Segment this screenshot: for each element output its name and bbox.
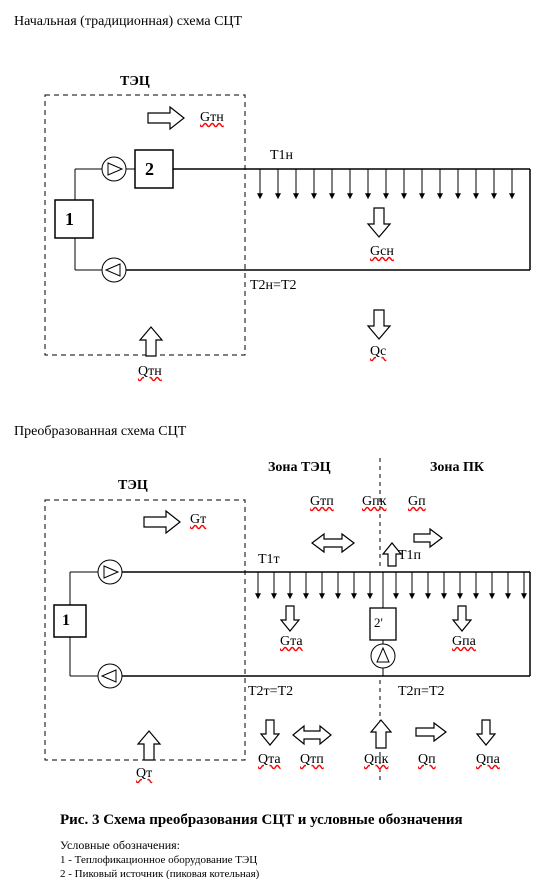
d2-T1p: Т1п (398, 548, 421, 564)
d2-T2pEq: Т2п=Т2 (398, 684, 445, 700)
d2-blk2p-num: 2' (374, 615, 383, 631)
d2-Qt: Qт (136, 766, 152, 782)
d1-block1 (55, 200, 93, 238)
d2-Qpa: Qпа (476, 752, 500, 768)
d1-tec-label: ТЭЦ (120, 74, 150, 90)
d2-arrow-qtp-icon (293, 726, 331, 744)
d1-pump-upper (102, 157, 126, 181)
d1-dash-box (45, 95, 245, 355)
d1-Gcn: Gсн (370, 244, 394, 260)
d2-arrow-gt-icon (144, 511, 180, 533)
d2-load-arrows (258, 572, 524, 598)
caption: Рис. 3 Схема преобразования СЦТ и условн… (60, 812, 463, 829)
d2-Gt: Gт (190, 512, 206, 528)
d2-arrow-qt-icon (138, 731, 160, 760)
d2-Qpk: Qпк (364, 752, 388, 768)
d2-T1t: Т1т (258, 552, 280, 568)
d2-Gp: Gп (408, 494, 426, 510)
d2-arrow-gpa-icon (453, 606, 471, 631)
d1-block2 (135, 150, 173, 188)
d2-Qta: Qта (258, 752, 281, 768)
d1-Qth: Qтн (138, 364, 162, 380)
d2-pump-upper (98, 560, 122, 584)
d2-T2tEq: Т2т=Т2 (248, 684, 293, 700)
d2-block1 (54, 605, 86, 637)
d1-arrow-down-q-icon (368, 310, 390, 339)
d1-load-arrows (260, 169, 512, 198)
d2-arrow-qp-icon (416, 723, 446, 741)
d2-arrow-gtp-icon (312, 534, 354, 552)
d1-Gth: Gтн (200, 110, 224, 126)
d2-zone-pk: Зона ПК (430, 460, 484, 476)
legend-2: 2 - Пиковый источник (пиковая котельная) (60, 868, 259, 880)
d2-pump-lower (98, 664, 122, 688)
d2-Gpa: Gпа (452, 634, 476, 650)
d2-Qp: Qп (418, 752, 436, 768)
d1-arrow-down-g-icon (368, 208, 390, 237)
d1-Qc: Qс (370, 344, 386, 360)
d1-arrow-right-icon (148, 107, 184, 129)
title-top: Начальная (традиционная) схема СЦТ (14, 14, 242, 30)
legend-head: Условные обозначения: (60, 838, 180, 853)
d2-arrow-qpa-icon (477, 720, 495, 745)
d2-arrow-qta-icon (261, 720, 279, 745)
d1-blk1-num: 1 (65, 209, 74, 230)
d2-dash-box (45, 500, 245, 760)
d1-blk2-num: 2 (145, 159, 154, 180)
legend-1: 1 - Теплофикационное оборудование ТЭЦ (60, 854, 257, 866)
d1-pump-lower (102, 258, 126, 282)
d2-arrow-gp-icon (414, 529, 442, 547)
d2-Qtp: Qтп (300, 752, 324, 768)
d2-Gta: Gта (280, 634, 303, 650)
d1-T2nEq: Т2н=Т2 (250, 278, 297, 294)
d2-Gtp: Gтп (310, 494, 334, 510)
d2-arrow-qpk-icon (371, 720, 391, 748)
d2-arrow-gta-icon (281, 606, 299, 631)
d1-arrow-up-q-icon (140, 327, 162, 356)
d2-pump-2p (371, 644, 395, 668)
d2-zone-tec: Зона ТЭЦ (268, 460, 331, 476)
title-mid: Преобразованная схема СЦТ (14, 424, 186, 440)
d2-tec-label: ТЭЦ (118, 478, 148, 494)
d1-T1n: Т1н (270, 148, 293, 164)
d2-blk1-num: 1 (62, 612, 70, 630)
d2-Gpk: Gпк (362, 494, 386, 510)
